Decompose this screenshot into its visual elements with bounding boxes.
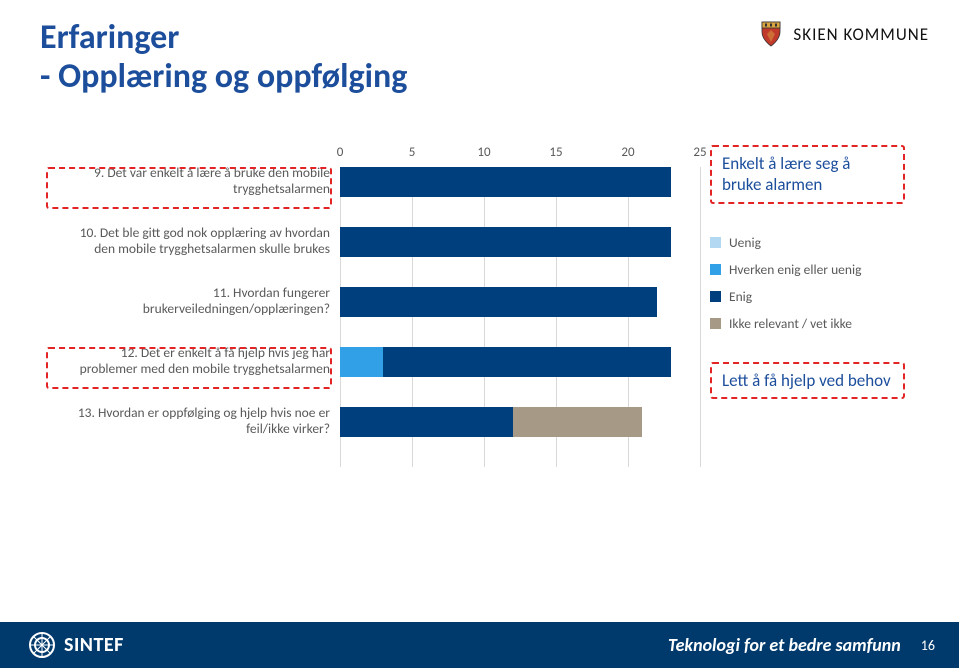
bar-row	[340, 347, 671, 377]
page-number: 16	[921, 637, 935, 654]
sintef-ring-icon	[28, 631, 56, 659]
sintef-word: SINTEF	[64, 633, 124, 657]
bar-segment	[340, 167, 671, 197]
bar-row	[340, 287, 657, 317]
legend-item-enig: Enig	[710, 288, 920, 305]
category-label: 11. Hvordan fungerer brukerveiledningen/…	[70, 285, 330, 317]
legend-swatch	[710, 291, 721, 302]
bar-row	[340, 227, 671, 257]
legend-label: Hverken enig eller uenig	[729, 261, 861, 278]
x-tick-label: 20	[621, 145, 634, 160]
crest-icon	[759, 20, 783, 48]
x-tick-label: 0	[337, 145, 344, 160]
legend-swatch	[710, 237, 721, 248]
bar-segment	[340, 347, 383, 377]
legend-item-ikke-relevant: Ikke relevant / vet ikke	[710, 315, 920, 332]
callout-easy-to-learn: Enkelt å lære seg å bruke alarmen	[710, 145, 905, 204]
category-label: 10. Det ble gitt god nok opplæring av hv…	[70, 225, 330, 257]
org-block: SKIEN KOMMUNE	[759, 20, 929, 48]
legend-item-hverken: Hverken enig eller uenig	[710, 261, 920, 278]
dashed-highlight-q9	[46, 167, 332, 209]
title-line-1: Erfaringer	[40, 18, 407, 57]
category-label: 13. Hvordan er oppfølging og hjelp hvis …	[70, 405, 330, 437]
x-axis-ticks: 0510152025	[340, 145, 700, 163]
legend-label: Ikke relevant / vet ikke	[729, 315, 852, 332]
legend-swatch	[710, 318, 721, 329]
legend-swatch	[710, 264, 721, 275]
x-tick-label: 5	[409, 145, 416, 160]
bar-segment	[513, 407, 643, 437]
bar-segment	[340, 287, 657, 317]
org-name: SKIEN KOMMUNE	[793, 24, 929, 45]
x-tick-label: 10	[477, 145, 490, 160]
sintef-logo: SINTEF	[28, 631, 124, 659]
legend-label: Uenig	[729, 234, 761, 251]
chart-legend: Uenig Hverken enig eller uenig Enig Ikke…	[710, 234, 920, 332]
legend-label: Enig	[729, 288, 752, 305]
content-row: 0510152025 9. Det var enkelt å lære å br…	[40, 145, 920, 515]
bar-segment	[340, 407, 513, 437]
bar-row	[340, 407, 642, 437]
slide: Erfaringer - Opplæring og oppfølging SKI…	[0, 0, 959, 668]
bar-row	[340, 167, 671, 197]
dashed-highlight-q12	[46, 347, 332, 389]
footer-bar: SINTEF Teknologi for et bedre samfunn 16	[0, 622, 959, 668]
chart-column: 0510152025 9. Det var enkelt å lære å br…	[40, 145, 700, 515]
legend-item-uenig: Uenig	[710, 234, 920, 251]
bar-segment	[383, 347, 671, 377]
callout-easy-to-get-help: Lett å få hjelp ved behov	[710, 362, 905, 399]
gridline	[700, 167, 701, 467]
bar-segment	[340, 227, 671, 257]
right-column: Enkelt å lære seg å bruke alarmen Uenig …	[700, 145, 920, 515]
title-line-2: - Opplæring og oppfølging	[40, 57, 407, 96]
x-tick-label: 15	[549, 145, 562, 160]
footer-tagline: Teknologi for et bedre samfunn	[668, 634, 901, 656]
x-tick-label: 25	[693, 145, 706, 160]
title-block: Erfaringer - Opplæring og oppfølging	[40, 18, 407, 96]
